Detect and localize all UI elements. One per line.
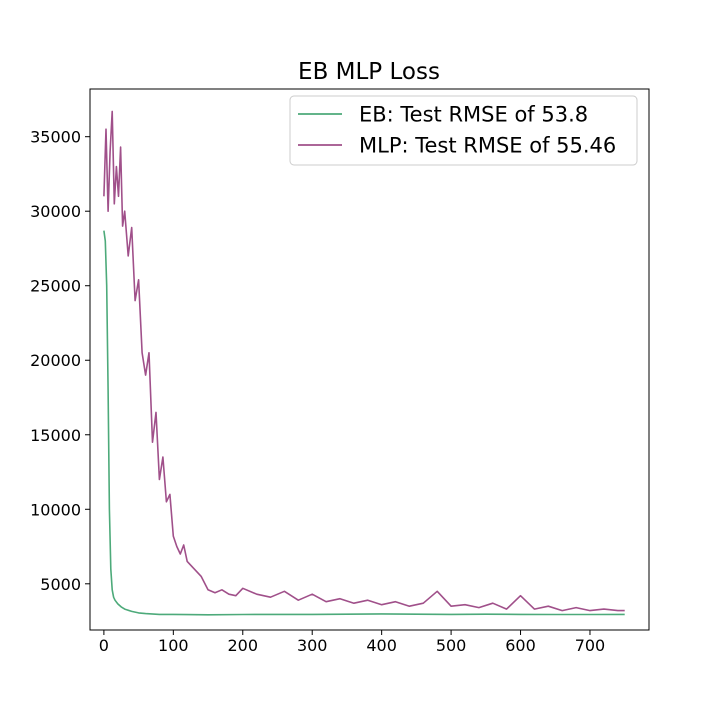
legend-label: EB: Test RMSE of 53.8 bbox=[359, 103, 588, 127]
series-line-mlp bbox=[103, 110, 625, 612]
legend-box bbox=[289, 95, 638, 166]
y-tick-label: 20000 bbox=[30, 351, 81, 370]
series-line-eb bbox=[103, 230, 625, 616]
plot-frame bbox=[89, 88, 650, 631]
x-tick-label: 400 bbox=[366, 636, 397, 655]
x-tick-label: 0 bbox=[99, 636, 109, 655]
y-axis: 5000 10000 15000 20000 25000 30000 35000 bbox=[30, 128, 90, 594]
chart-title: EB MLP Loss bbox=[298, 59, 440, 85]
x-tick-label: 700 bbox=[575, 636, 606, 655]
plot-area bbox=[89, 88, 650, 631]
legend: EB: Test RMSE of 53.8 MLP: Test RMSE of 5… bbox=[289, 95, 638, 166]
x-tick-label: 300 bbox=[297, 636, 328, 655]
x-axis: 0 100 200 300 400 500 600 700 bbox=[99, 630, 605, 655]
y-tick-label: 30000 bbox=[30, 202, 81, 221]
y-tick-label: 35000 bbox=[30, 128, 81, 147]
y-tick-label: 15000 bbox=[30, 426, 81, 445]
x-tick-label: 500 bbox=[436, 636, 467, 655]
x-tick-label: 200 bbox=[227, 636, 258, 655]
legend-label: MLP: Test RMSE of 55.46 bbox=[359, 134, 616, 158]
y-tick-label: 25000 bbox=[30, 277, 81, 296]
y-tick-label: 10000 bbox=[30, 500, 81, 519]
y-tick-label: 5000 bbox=[40, 575, 81, 594]
x-tick-label: 100 bbox=[158, 636, 189, 655]
x-tick-label: 600 bbox=[505, 636, 536, 655]
